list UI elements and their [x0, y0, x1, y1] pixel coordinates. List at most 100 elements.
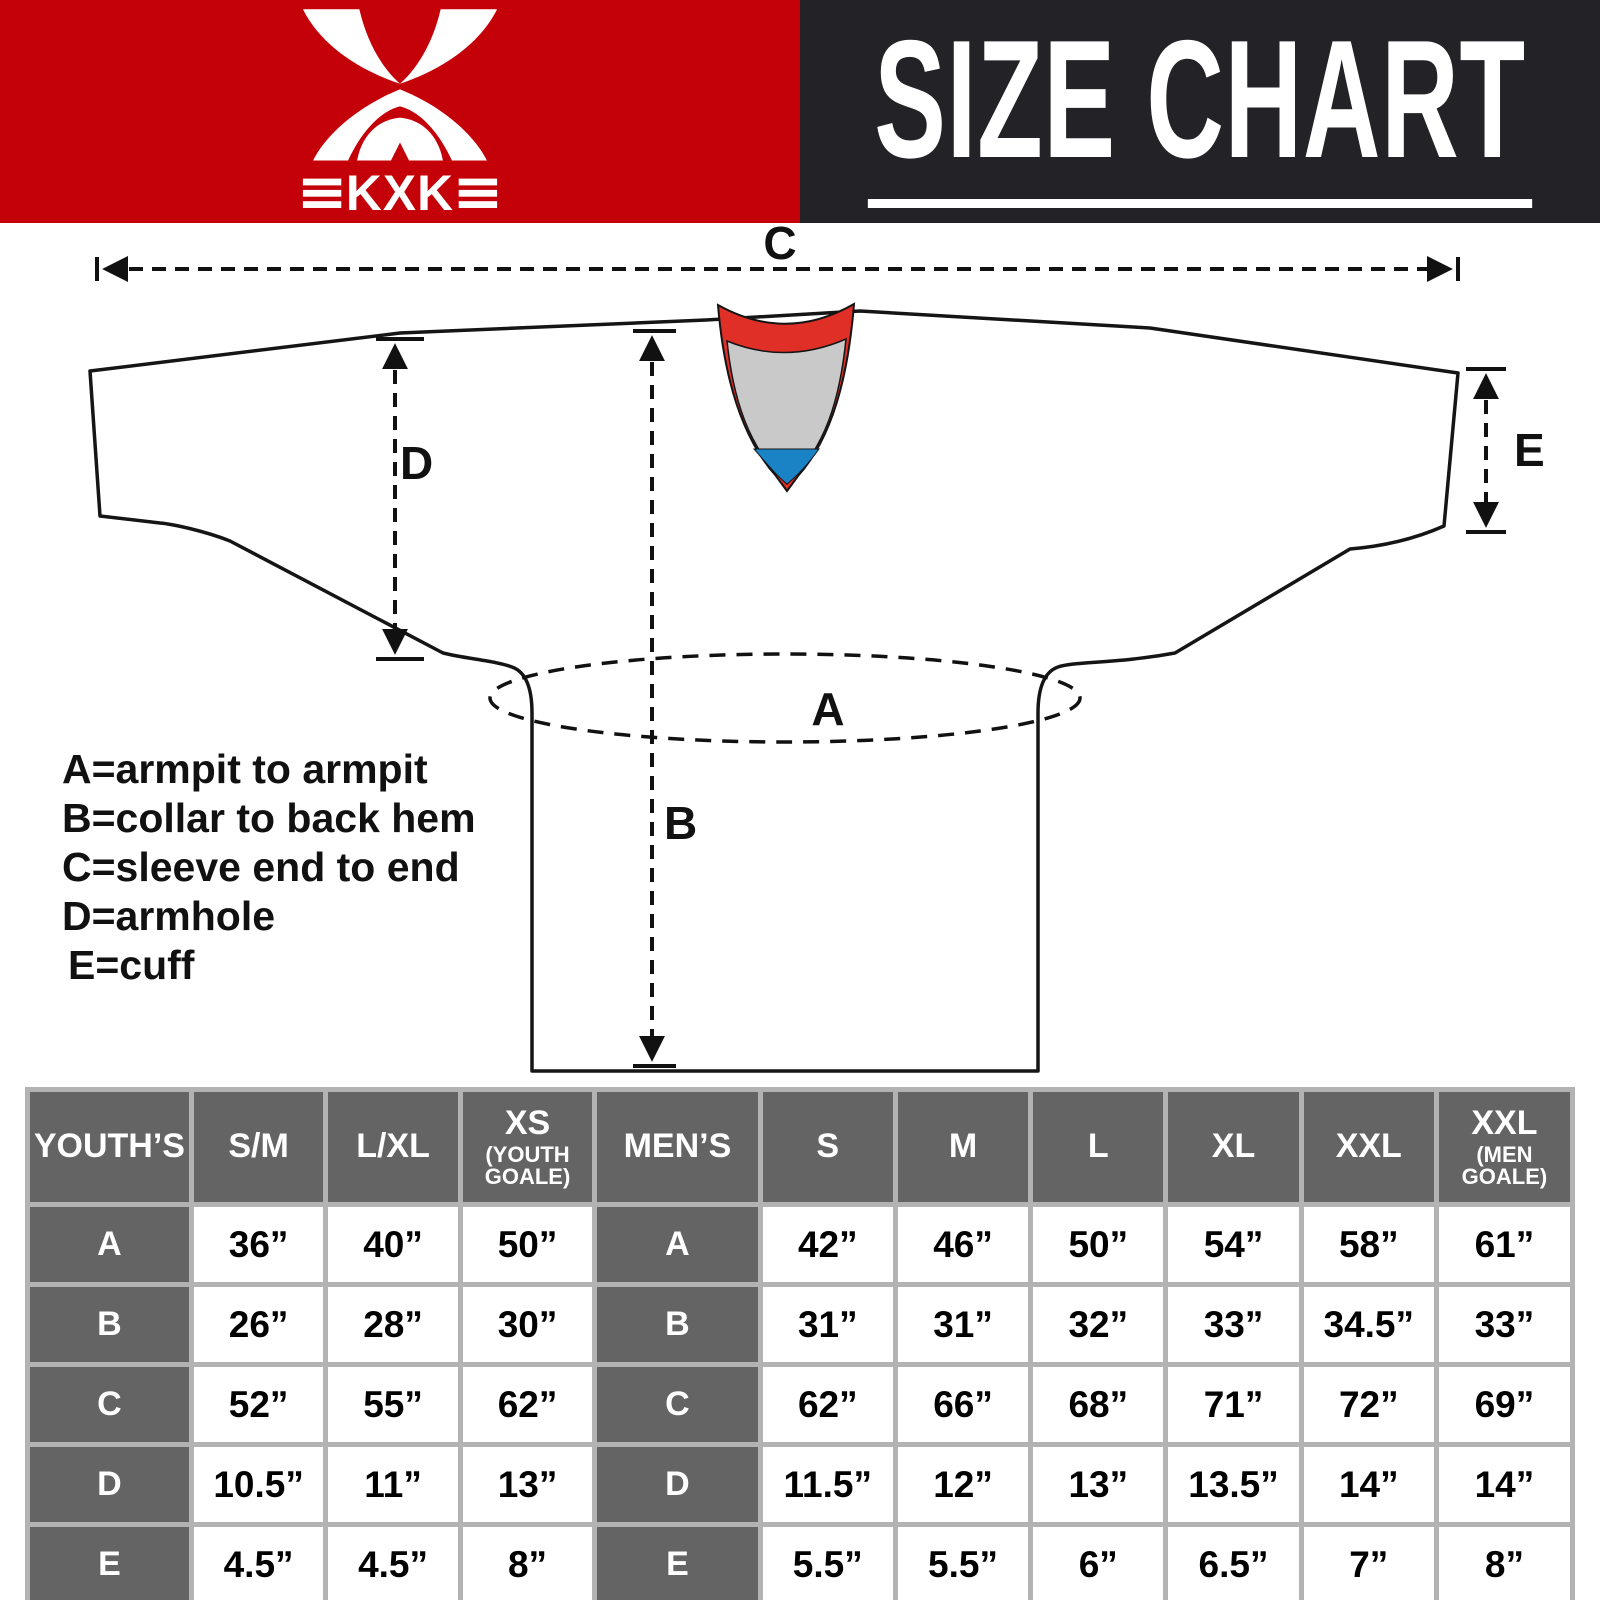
- row-label: C: [25, 1362, 194, 1447]
- table-row-e: E 4.5” 4.5” 8” E 5.5” 5.5” 6” 6.5” 7” 8”: [25, 1522, 1576, 1600]
- row-label: E: [25, 1522, 194, 1600]
- size-cell: 46”: [892, 1202, 1034, 1287]
- table-row-b: B 26” 28” 30” B 31” 31” 32” 33” 34.5” 33…: [25, 1282, 1576, 1367]
- col-header-lxl: L/XL: [323, 1087, 463, 1207]
- jersey-diagram: C D B A E: [0, 223, 1600, 1083]
- header: KXK SIZE CHART: [0, 0, 1600, 223]
- measure-arrow-c: [95, 256, 1460, 282]
- row-label: A: [592, 1202, 763, 1287]
- col-header-mens: MEN’S: [592, 1087, 763, 1207]
- size-cell: 71”: [1163, 1362, 1304, 1447]
- label-a: A: [811, 683, 844, 735]
- size-cell: 33”: [1433, 1282, 1576, 1367]
- size-cell: 4.5”: [323, 1522, 463, 1600]
- size-cell: 31”: [757, 1282, 898, 1367]
- legend-line-a: A=armpit to armpit: [62, 746, 428, 792]
- size-cell: 62”: [757, 1362, 898, 1447]
- row-label: C: [592, 1362, 763, 1447]
- size-cell: 13.5”: [1163, 1442, 1304, 1527]
- size-cell: 68”: [1028, 1362, 1169, 1447]
- title-panel: SIZE CHART: [800, 0, 1600, 223]
- jersey-outline: [88, 309, 1460, 1073]
- size-cell: 30”: [457, 1282, 598, 1367]
- size-cell: 28”: [323, 1282, 463, 1367]
- logo-arch-notch: [390, 141, 410, 161]
- logo-arch-inner-icon: [357, 117, 443, 161]
- size-cell: 5.5”: [757, 1522, 898, 1600]
- size-cell: 11.5”: [757, 1442, 898, 1527]
- size-cell: 7”: [1298, 1522, 1439, 1600]
- measure-arrow-e: [1466, 367, 1506, 534]
- col-header-xs-youth-goale: XS (YOUTH GOALE): [457, 1087, 598, 1207]
- col-header-xl: XL: [1163, 1087, 1304, 1207]
- table-header-row: YOUTH’S S/M L/XL XS (YOUTH GOALE) MEN’S S…: [25, 1087, 1576, 1207]
- legend-line-e: E=cuff: [68, 942, 195, 988]
- col-header-xxl: XXL: [1298, 1087, 1439, 1207]
- legend-line-b: B=collar to back hem: [62, 795, 476, 841]
- legend-line-c: C=sleeve end to end: [62, 844, 460, 890]
- size-cell: 13”: [457, 1442, 598, 1527]
- col-header-sm: S/M: [188, 1087, 329, 1207]
- size-cell: 34.5”: [1298, 1282, 1439, 1367]
- col-header-l: L: [1028, 1087, 1169, 1207]
- size-cell: 6.5”: [1163, 1522, 1304, 1600]
- kxk-logo-icon: KXK: [302, 8, 498, 217]
- size-cell: 8”: [457, 1522, 598, 1600]
- measure-ellipse-a: [488, 652, 1082, 744]
- size-cell: 14”: [1298, 1442, 1439, 1527]
- col-header-youths: YOUTH’S: [25, 1087, 194, 1207]
- col-header-xxl-men-goale: XXL (MEN GOALE): [1433, 1087, 1576, 1207]
- size-cell: 58”: [1298, 1202, 1439, 1287]
- size-cell: 13”: [1028, 1442, 1169, 1527]
- size-cell: 4.5”: [188, 1522, 329, 1600]
- row-label: A: [25, 1202, 194, 1287]
- size-cell: 72”: [1298, 1362, 1439, 1447]
- size-cell: 42”: [757, 1202, 898, 1287]
- size-cell: 36”: [188, 1202, 329, 1287]
- table-row-c: C 52” 55” 62” C 62” 66” 68” 71” 72” 69”: [25, 1362, 1576, 1447]
- measurement-legend: A=armpit to armpit B=collar to back hem …: [62, 746, 476, 988]
- logo-text: KXK: [346, 165, 454, 217]
- legend-line-d: D=armhole: [62, 893, 275, 939]
- size-cell: 69”: [1433, 1362, 1576, 1447]
- row-label: D: [25, 1442, 194, 1527]
- col-header-m: M: [892, 1087, 1034, 1207]
- size-cell: 31”: [892, 1282, 1034, 1367]
- brand-panel: KXK: [0, 0, 800, 223]
- size-table: YOUTH’S S/M L/XL XS (YOUTH GOALE) MEN’S S…: [25, 1087, 1576, 1600]
- col-header-s: S: [757, 1087, 898, 1207]
- jersey-diagram-svg: C D B A E: [62, 223, 1545, 1073]
- size-cell: 50”: [457, 1202, 598, 1287]
- row-label: B: [25, 1282, 194, 1367]
- measure-arrow-b: [633, 329, 676, 1068]
- label-e: E: [1514, 424, 1545, 476]
- table-row-a: A 36” 40” 50” A 42” 46” 50” 54” 58” 61”: [25, 1202, 1576, 1287]
- label-b: B: [664, 797, 697, 849]
- label-d: D: [400, 437, 433, 489]
- row-label: E: [592, 1522, 763, 1600]
- size-cell: 55”: [323, 1362, 463, 1447]
- logo-blade-right-icon: [400, 8, 498, 84]
- size-cell: 61”: [1433, 1202, 1576, 1287]
- size-cell: 52”: [188, 1362, 329, 1447]
- logo-arch-outer-icon: [313, 88, 487, 161]
- logo-wordmark: KXK: [302, 165, 498, 217]
- row-label: B: [592, 1282, 763, 1367]
- size-cell: 12”: [892, 1442, 1034, 1527]
- size-cell: 54”: [1163, 1202, 1304, 1287]
- size-cell: 11”: [323, 1442, 463, 1527]
- size-cell: 66”: [892, 1362, 1034, 1447]
- size-cell: 10.5”: [188, 1442, 329, 1527]
- size-cell: 40”: [323, 1202, 463, 1287]
- table-row-d: D 10.5” 11” 13” D 11.5” 12” 13” 13.5” 14…: [25, 1442, 1576, 1527]
- size-cell: 14”: [1433, 1442, 1576, 1527]
- collar-icon: [716, 302, 856, 493]
- logo-blade-left-icon: [302, 8, 400, 84]
- size-cell: 5.5”: [892, 1522, 1034, 1600]
- size-cell: 32”: [1028, 1282, 1169, 1367]
- label-c: C: [763, 223, 796, 269]
- size-cell: 26”: [188, 1282, 329, 1367]
- row-label: D: [592, 1442, 763, 1527]
- size-cell: 8”: [1433, 1522, 1576, 1600]
